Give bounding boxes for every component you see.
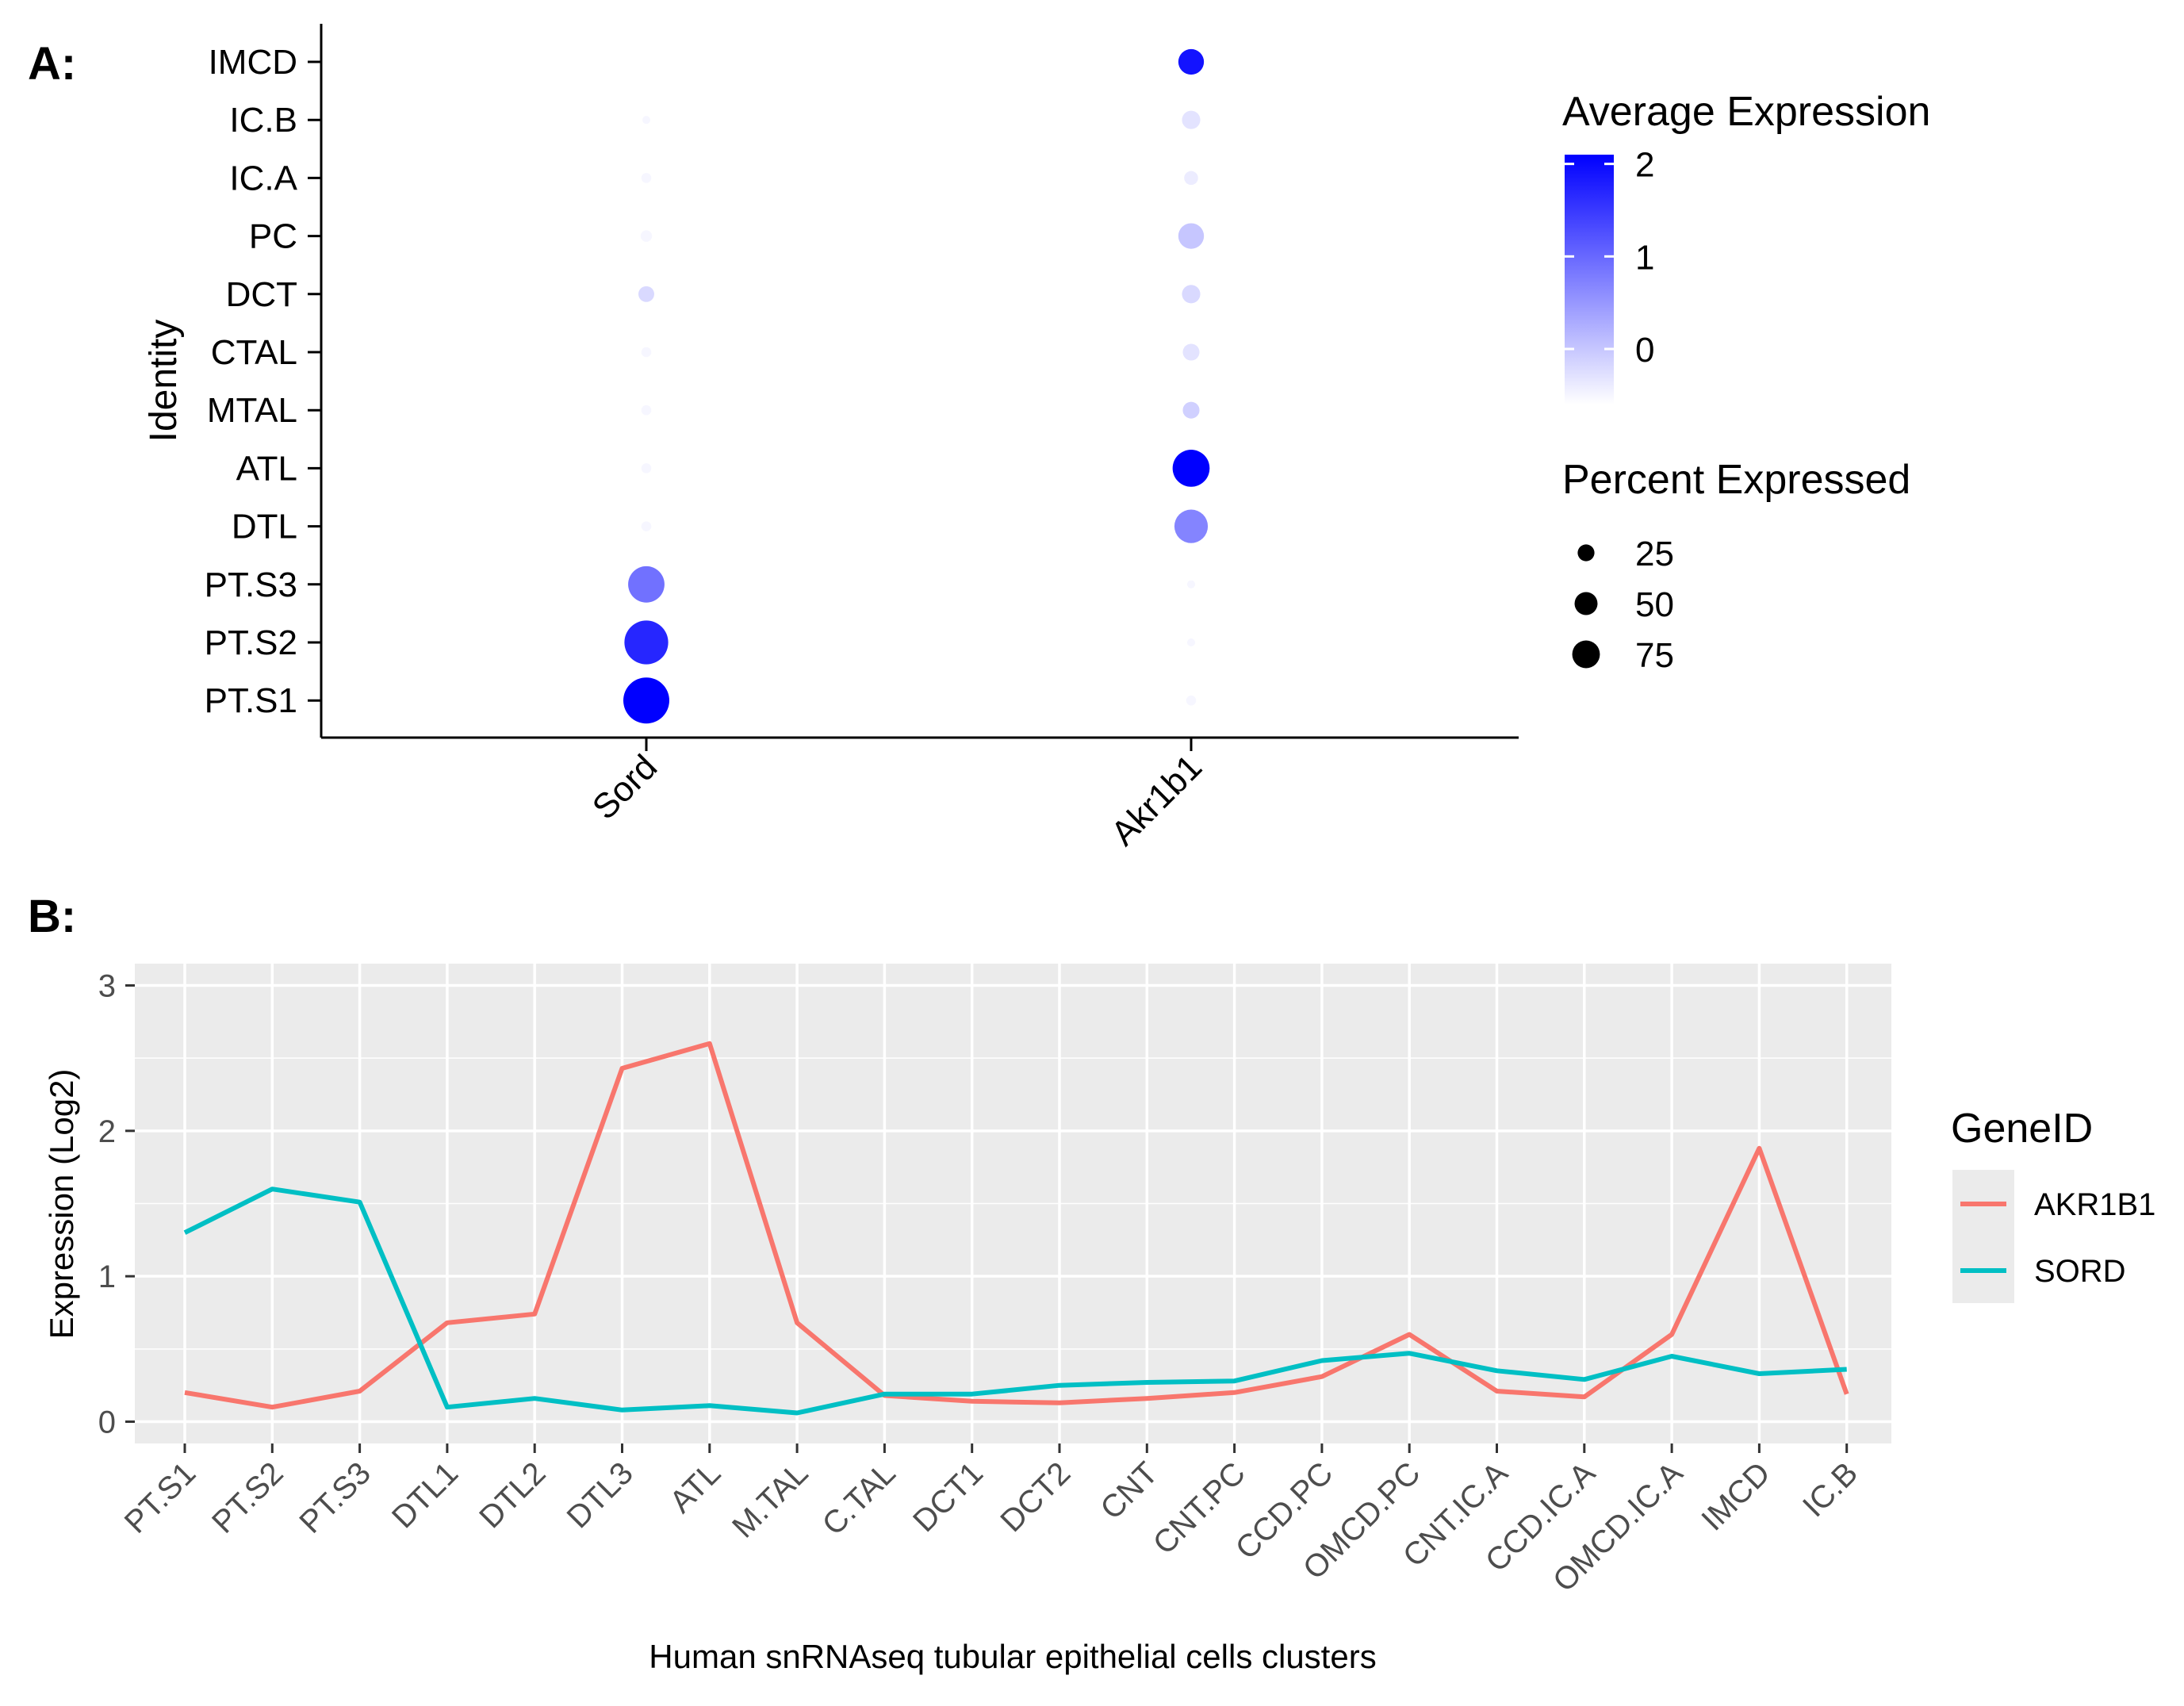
dot-akr1b1-pt-s1 <box>1186 695 1197 706</box>
percent-expressed-legend-title: Percent Expressed <box>1562 457 1910 503</box>
line-chart-x-tick-label: IMCD <box>1695 1455 1776 1537</box>
dot-sord-ic-b <box>642 116 651 125</box>
dotplot-y-tick-label: MTAL <box>207 391 297 430</box>
geneid-legend: GeneID AKR1B1 SORD <box>1951 1106 2155 1303</box>
size-legend-dot <box>1577 544 1595 562</box>
dotplot-y-tick-label: PT.S2 <box>205 623 297 662</box>
dot-sord-ctal <box>641 347 652 358</box>
line-chart-x-tick-label: CNT <box>1094 1455 1164 1526</box>
dotplot-y-tick-label: DTL <box>232 508 297 546</box>
dot-akr1b1-ctal <box>1182 343 1200 361</box>
dotplot-y-tick-label: IMCD <box>209 43 297 82</box>
line-chart-x-tick-label: PT.S2 <box>205 1455 290 1540</box>
dot-akr1b1-pt-s2 <box>1186 638 1196 647</box>
dot-akr1b1-ic-b <box>1182 110 1201 129</box>
panel-b-label: B: <box>28 891 76 942</box>
line-chart-x-tick-label: DTL3 <box>561 1455 640 1535</box>
series-line-sord <box>183 1187 1847 1416</box>
dot-akr1b1-pc <box>1178 223 1205 249</box>
colorbar-tick-label: 2 <box>1635 146 1654 185</box>
dotplot-y-tick-label: DCT <box>226 275 297 314</box>
geneid-legend-title: GeneID <box>1951 1106 2093 1152</box>
dotplot-y-tick-label: CTAL <box>211 333 297 372</box>
dot-akr1b1-imcd <box>1178 48 1205 75</box>
dotplot-y-tick-label: PT.S1 <box>205 681 297 720</box>
line-chart-y-tick-label: 0 <box>98 1405 116 1440</box>
line-chart-x-tick-label: M.TAL <box>726 1455 814 1544</box>
line-chart-x-tick-label: IC.B <box>1796 1455 1864 1524</box>
colorbar-tick-label: 0 <box>1635 331 1654 370</box>
line-chart-y-tick-label: 1 <box>98 1259 116 1294</box>
line-chart-x-tick-label: PT.S1 <box>118 1455 203 1540</box>
line-chart: 0 1 2 3 PT.S1 PT.S2 PT.S3 DTL1 DTL2 DTL3 ATLM.TAL… <box>43 964 2155 1675</box>
dot-sord-mtal <box>641 404 652 416</box>
series-line-akr1b1 <box>184 1041 1849 1410</box>
avg-expression-legend-title: Average Expression <box>1562 89 1930 135</box>
dotplot-chart: PT.S1 PT.S2 PT.S3 DTL ATL MTAL CTAL DCT PC IC.A IC… <box>143 24 1930 853</box>
panel-a-label: A: <box>28 38 76 90</box>
dotplot-x-tick-label: Akr1b1 <box>1104 747 1209 853</box>
legend-label-akr1b1: AKR1B1 <box>2034 1187 2155 1222</box>
geneid-legend-keys-bg <box>1952 1170 2014 1303</box>
line-chart-x-tick-label: PT.S3 <box>293 1455 377 1540</box>
legend-label-sord: SORD <box>2034 1254 2126 1289</box>
line-chart-x-tick-label: DCT1 <box>906 1455 990 1539</box>
avg-expression-legend: Average Expression 2 1 0 <box>1562 89 1930 404</box>
dotplot-x-tick-label: Sord <box>585 747 665 826</box>
line-chart-y-tick-label: 3 <box>98 969 116 1004</box>
size-legend-dot <box>1572 640 1600 669</box>
dot-sord-pt-s3 <box>628 565 665 603</box>
line-chart-x-tick-label: DCT2 <box>994 1455 1077 1539</box>
dotplot-y-tick-label: PC <box>249 217 297 256</box>
dot-sord-dtl <box>641 521 652 531</box>
dot-sord-ic-a <box>641 173 652 183</box>
dot-akr1b1-atl <box>1172 450 1210 487</box>
dot-akr1b1-mtal <box>1182 401 1200 419</box>
dot-akr1b1-dct <box>1182 285 1201 304</box>
colorbar-tick-label: 1 <box>1635 238 1654 277</box>
dotplot-y-tick-label: IC.A <box>229 159 297 197</box>
line-chart-x-title: Human snRNAseq tubular epithelial cells … <box>649 1638 1376 1675</box>
size-legend-label: 75 <box>1635 636 1674 675</box>
dotplot-y-tick-label: ATL <box>236 449 297 488</box>
dot-sord-pt-s1 <box>623 677 669 724</box>
line-chart-x-tick-label: DTL1 <box>385 1455 465 1535</box>
line-chart-x-tick-label: DTL2 <box>473 1455 552 1535</box>
dot-akr1b1-pt-s3 <box>1186 580 1196 588</box>
avg-expression-colorbar <box>1565 155 1614 404</box>
line-chart-x-tick-label: ATL <box>663 1455 727 1520</box>
dot-akr1b1-dtl <box>1174 509 1209 543</box>
dot-sord-dct <box>638 286 654 302</box>
dot-sord-atl <box>641 463 652 473</box>
dot-sord-pc <box>640 230 653 242</box>
percent-expressed-legend: Percent Expressed 25 50 75 <box>1562 457 1910 675</box>
dotplot-y-title: Identity <box>143 320 185 443</box>
dotplot-y-tick-label: PT.S3 <box>205 565 297 604</box>
dotplot-y-tick-label: IC.B <box>229 101 297 140</box>
size-legend-label: 50 <box>1635 585 1674 624</box>
line-chart-y-title: Expression (Log2) <box>43 1069 80 1340</box>
dot-akr1b1-ic-a <box>1184 171 1198 186</box>
size-legend-label: 25 <box>1635 535 1674 573</box>
dot-sord-pt-s2 <box>624 620 669 665</box>
size-legend-dot <box>1574 592 1598 615</box>
line-chart-x-tick-label: C.TAL <box>816 1455 902 1542</box>
line-chart-y-tick-label: 2 <box>98 1114 116 1149</box>
